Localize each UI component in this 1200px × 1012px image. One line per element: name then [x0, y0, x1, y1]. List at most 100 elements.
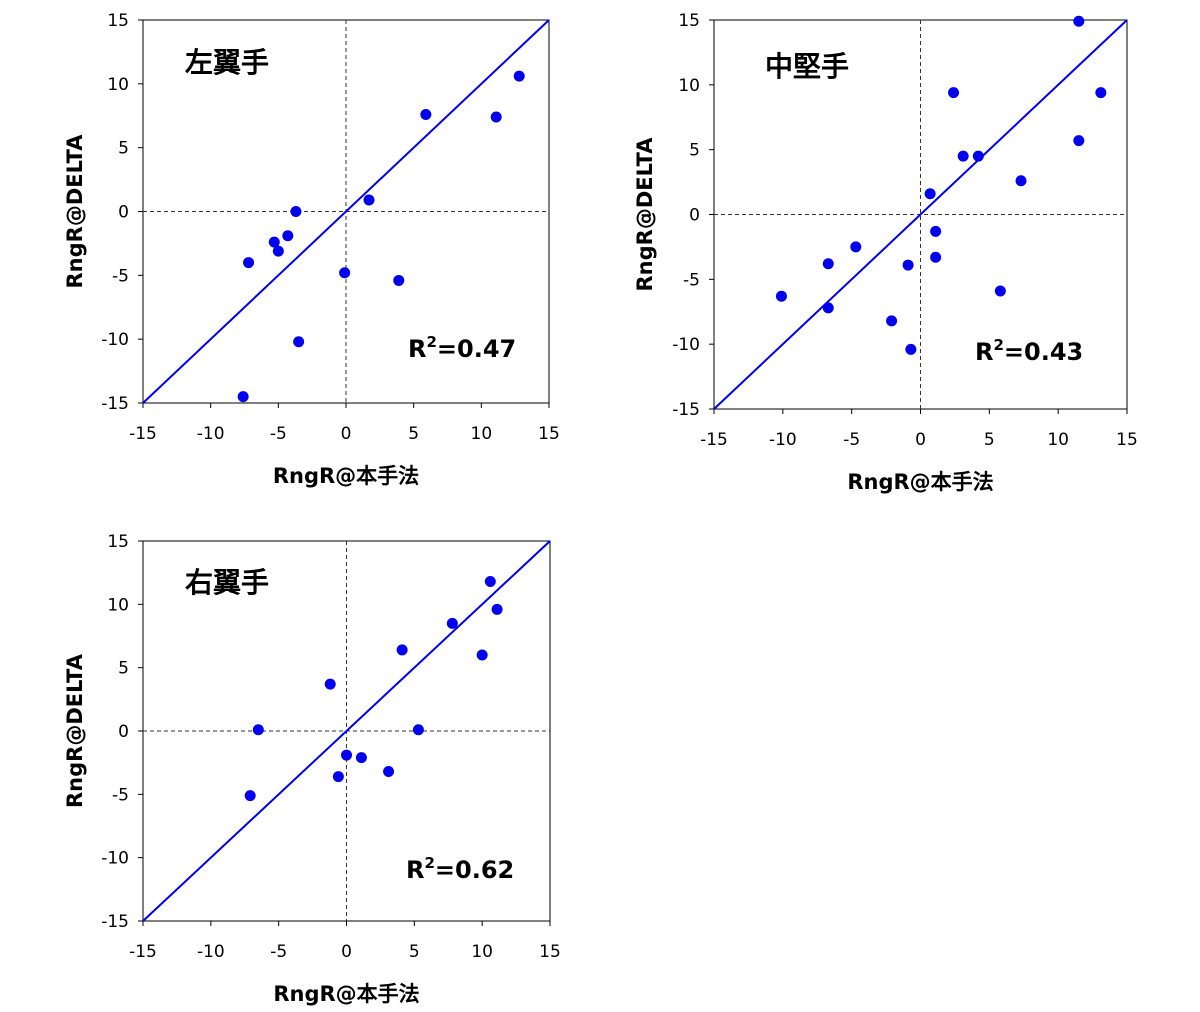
data-point — [822, 258, 834, 270]
scatter-panel-right-fielder: -15-15 -10 -10 -5 -5 0 0 5 5 10 10 15 15 右翼手 R2=0.62 Rn… — [63, 532, 561, 1006]
data-point — [363, 194, 375, 206]
y-tick-label: -5 — [112, 266, 129, 286]
panel-title: 右翼手 — [185, 566, 269, 599]
data-point — [268, 236, 280, 248]
x-tick-label: -15 — [700, 430, 728, 450]
reference-line-y-equals-x — [142, 19, 550, 404]
data-point — [355, 752, 367, 764]
data-point — [341, 749, 352, 761]
y-tick-label: 15 — [107, 532, 129, 552]
panel-title: 左翼手 — [185, 46, 269, 79]
r-squared-superscript: 2 — [993, 336, 1003, 354]
r-squared-superscript: 2 — [426, 333, 436, 351]
y-tick-label: -10 — [101, 849, 129, 869]
data-point — [930, 251, 942, 263]
y-tick-label: 15 — [678, 11, 700, 31]
y-tick-label: 5 — [118, 659, 129, 679]
r-squared-value: =0.62 — [435, 856, 514, 884]
data-point — [1015, 175, 1027, 187]
scatter-panel-center-fielder: -15-15 -10 -10 -5 -5 0 0 5 5 10 10 15 15 中堅手 R2=0.43 Rn… — [633, 11, 1138, 494]
data-point — [484, 576, 496, 588]
x-tick-label: 0 — [915, 430, 926, 450]
y-tick-label: -10 — [101, 330, 129, 350]
x-tick-label: -5 — [270, 942, 287, 962]
r-squared-prefix: R — [406, 856, 424, 884]
x-tick-label: 5 — [409, 942, 420, 962]
r-squared-label: R2=0.62 — [406, 854, 514, 884]
data-point — [490, 111, 502, 123]
r-squared-value: =0.43 — [1004, 338, 1083, 366]
panel-title: 中堅手 — [765, 50, 849, 83]
y-tick-label: 10 — [107, 595, 129, 615]
y-axis-title: RngR@DELTA — [63, 653, 87, 808]
x-tick-label: 5 — [984, 430, 995, 450]
data-point — [822, 302, 834, 314]
r-squared-label: R2=0.47 — [408, 333, 516, 363]
data-point — [476, 649, 488, 661]
data-point — [272, 245, 284, 257]
x-tick-label: 15 — [1116, 430, 1138, 450]
x-axis-title: RngR@本手法 — [273, 982, 419, 1006]
y-tick-label: -10 — [672, 335, 700, 355]
x-tick-label: 5 — [408, 424, 419, 444]
data-point — [237, 391, 249, 403]
x-tick-label: -5 — [270, 424, 287, 444]
data-point — [886, 315, 898, 327]
data-point — [383, 766, 395, 778]
y-tick-label: -15 — [672, 400, 700, 420]
r-squared-prefix: R — [408, 335, 426, 363]
data-point — [252, 724, 264, 736]
x-tick-label: 15 — [538, 424, 560, 444]
y-tick-label: -5 — [683, 270, 700, 290]
y-tick-label: -15 — [101, 394, 129, 414]
data-point — [924, 188, 936, 200]
data-point — [412, 724, 424, 736]
data-point — [243, 257, 255, 269]
y-tick-label: 5 — [118, 139, 129, 159]
data-point — [332, 771, 344, 783]
data-point — [282, 230, 294, 242]
data-point — [420, 108, 432, 120]
r-squared-label: R2=0.43 — [975, 336, 1083, 366]
reference-line-y-equals-x — [142, 540, 551, 922]
x-axis-title: RngR@本手法 — [847, 470, 993, 494]
y-tick-label: -5 — [112, 785, 129, 805]
y-tick-label: 0 — [689, 206, 700, 226]
data-point — [1095, 87, 1107, 99]
data-point — [513, 70, 525, 82]
data-point — [905, 343, 917, 355]
x-tick-label: -10 — [197, 942, 225, 962]
data-point — [948, 87, 960, 99]
x-tick-label: 0 — [341, 942, 352, 962]
x-tick-label: -10 — [197, 424, 225, 444]
y-tick-label: 0 — [118, 203, 129, 223]
data-point — [324, 678, 336, 690]
data-point — [339, 267, 351, 279]
x-tick-label: -15 — [129, 942, 157, 962]
data-point — [930, 225, 942, 237]
y-axis-title: RngR@DELTA — [63, 134, 87, 289]
reference-line-y-equals-x — [713, 19, 1128, 410]
x-axis-title: RngR@本手法 — [273, 464, 419, 488]
x-tick-label: 10 — [1047, 430, 1069, 450]
data-point — [994, 285, 1006, 297]
data-point — [957, 150, 969, 162]
data-point — [491, 603, 503, 615]
r-squared-prefix: R — [975, 338, 993, 366]
data-point — [244, 790, 256, 802]
r-squared-superscript: 2 — [424, 854, 434, 872]
data-point — [393, 274, 405, 286]
x-tick-label: -15 — [129, 424, 157, 444]
y-tick-label: 0 — [118, 722, 129, 742]
data-point — [850, 241, 862, 253]
scatter-panel-left-fielder: -15-15 -10 -10 -5 -5 0 0 5 5 10 10 15 15 左翼手 R2=0.47 Rn… — [63, 11, 560, 488]
x-tick-label: 0 — [341, 424, 352, 444]
data-point — [1073, 135, 1085, 147]
data-point — [1073, 15, 1085, 27]
y-tick-label: 10 — [678, 76, 700, 96]
y-tick-label: 5 — [689, 141, 700, 161]
data-point — [446, 617, 458, 629]
data-point — [902, 259, 914, 271]
x-tick-label: -5 — [843, 430, 860, 450]
